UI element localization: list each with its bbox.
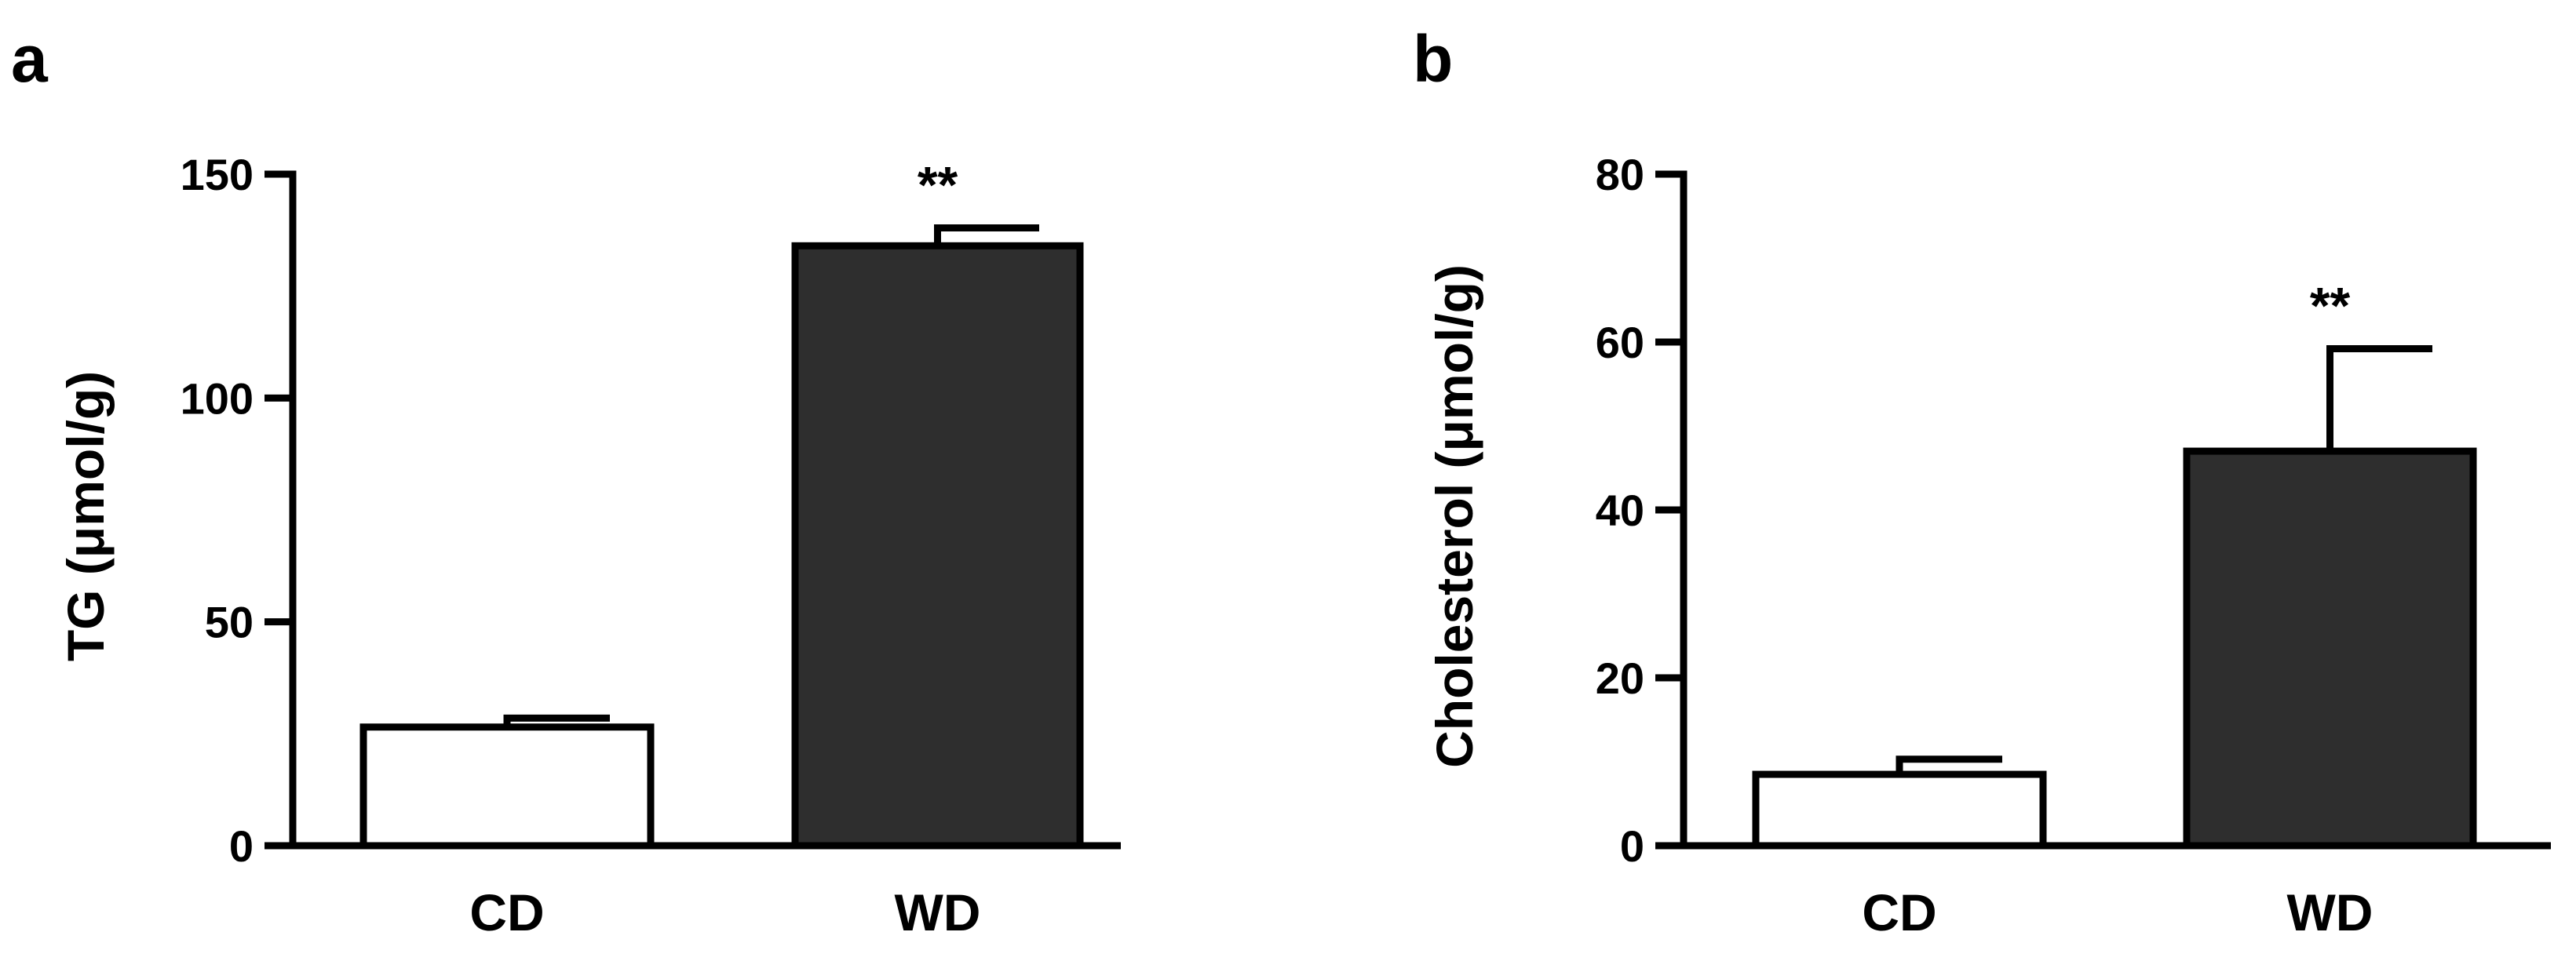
- category-label-b-0: CD: [1862, 883, 1936, 941]
- significance-a-1: **: [918, 155, 958, 213]
- panel-label-a: a: [11, 22, 49, 96]
- category-label-b-1: WD: [2287, 883, 2373, 941]
- y-tick-label-b-1: 20: [1596, 653, 1644, 703]
- y-axis-title-b: Cholesterol (μmol/g): [1425, 264, 1483, 768]
- bar-a-0: [359, 723, 655, 850]
- bar-b-1: [2183, 447, 2477, 850]
- panel-b: b Cholesterol (μmol/g) CD ** WD 0 20 40 60 80: [1413, 22, 2551, 941]
- y-tick-label-b-2: 40: [1596, 486, 1644, 535]
- y-tick-label-b-3: 60: [1596, 318, 1644, 367]
- bar-b-0: [1752, 770, 2047, 850]
- y-tick-label-b-0: 0: [1620, 821, 1644, 871]
- y-axis-title-a: TG (μmol/g): [57, 371, 115, 661]
- y-tick-label-a-0: 0: [229, 821, 254, 871]
- bar-a-1: [791, 242, 1084, 850]
- significance-b-1: **: [2310, 277, 2351, 335]
- category-label-a-1: WD: [895, 883, 981, 941]
- panel-a: a TG (μmol/g) CD ** WD 0 50 100 150: [11, 22, 1121, 941]
- y-tick-label-a-3: 150: [181, 150, 254, 199]
- y-tick-label-a-2: 100: [181, 373, 254, 423]
- category-label-a-0: CD: [469, 883, 544, 941]
- panel-label-b: b: [1413, 22, 1453, 96]
- y-tick-label-a-1: 50: [205, 598, 254, 647]
- y-tick-label-b-4: 80: [1596, 150, 1644, 199]
